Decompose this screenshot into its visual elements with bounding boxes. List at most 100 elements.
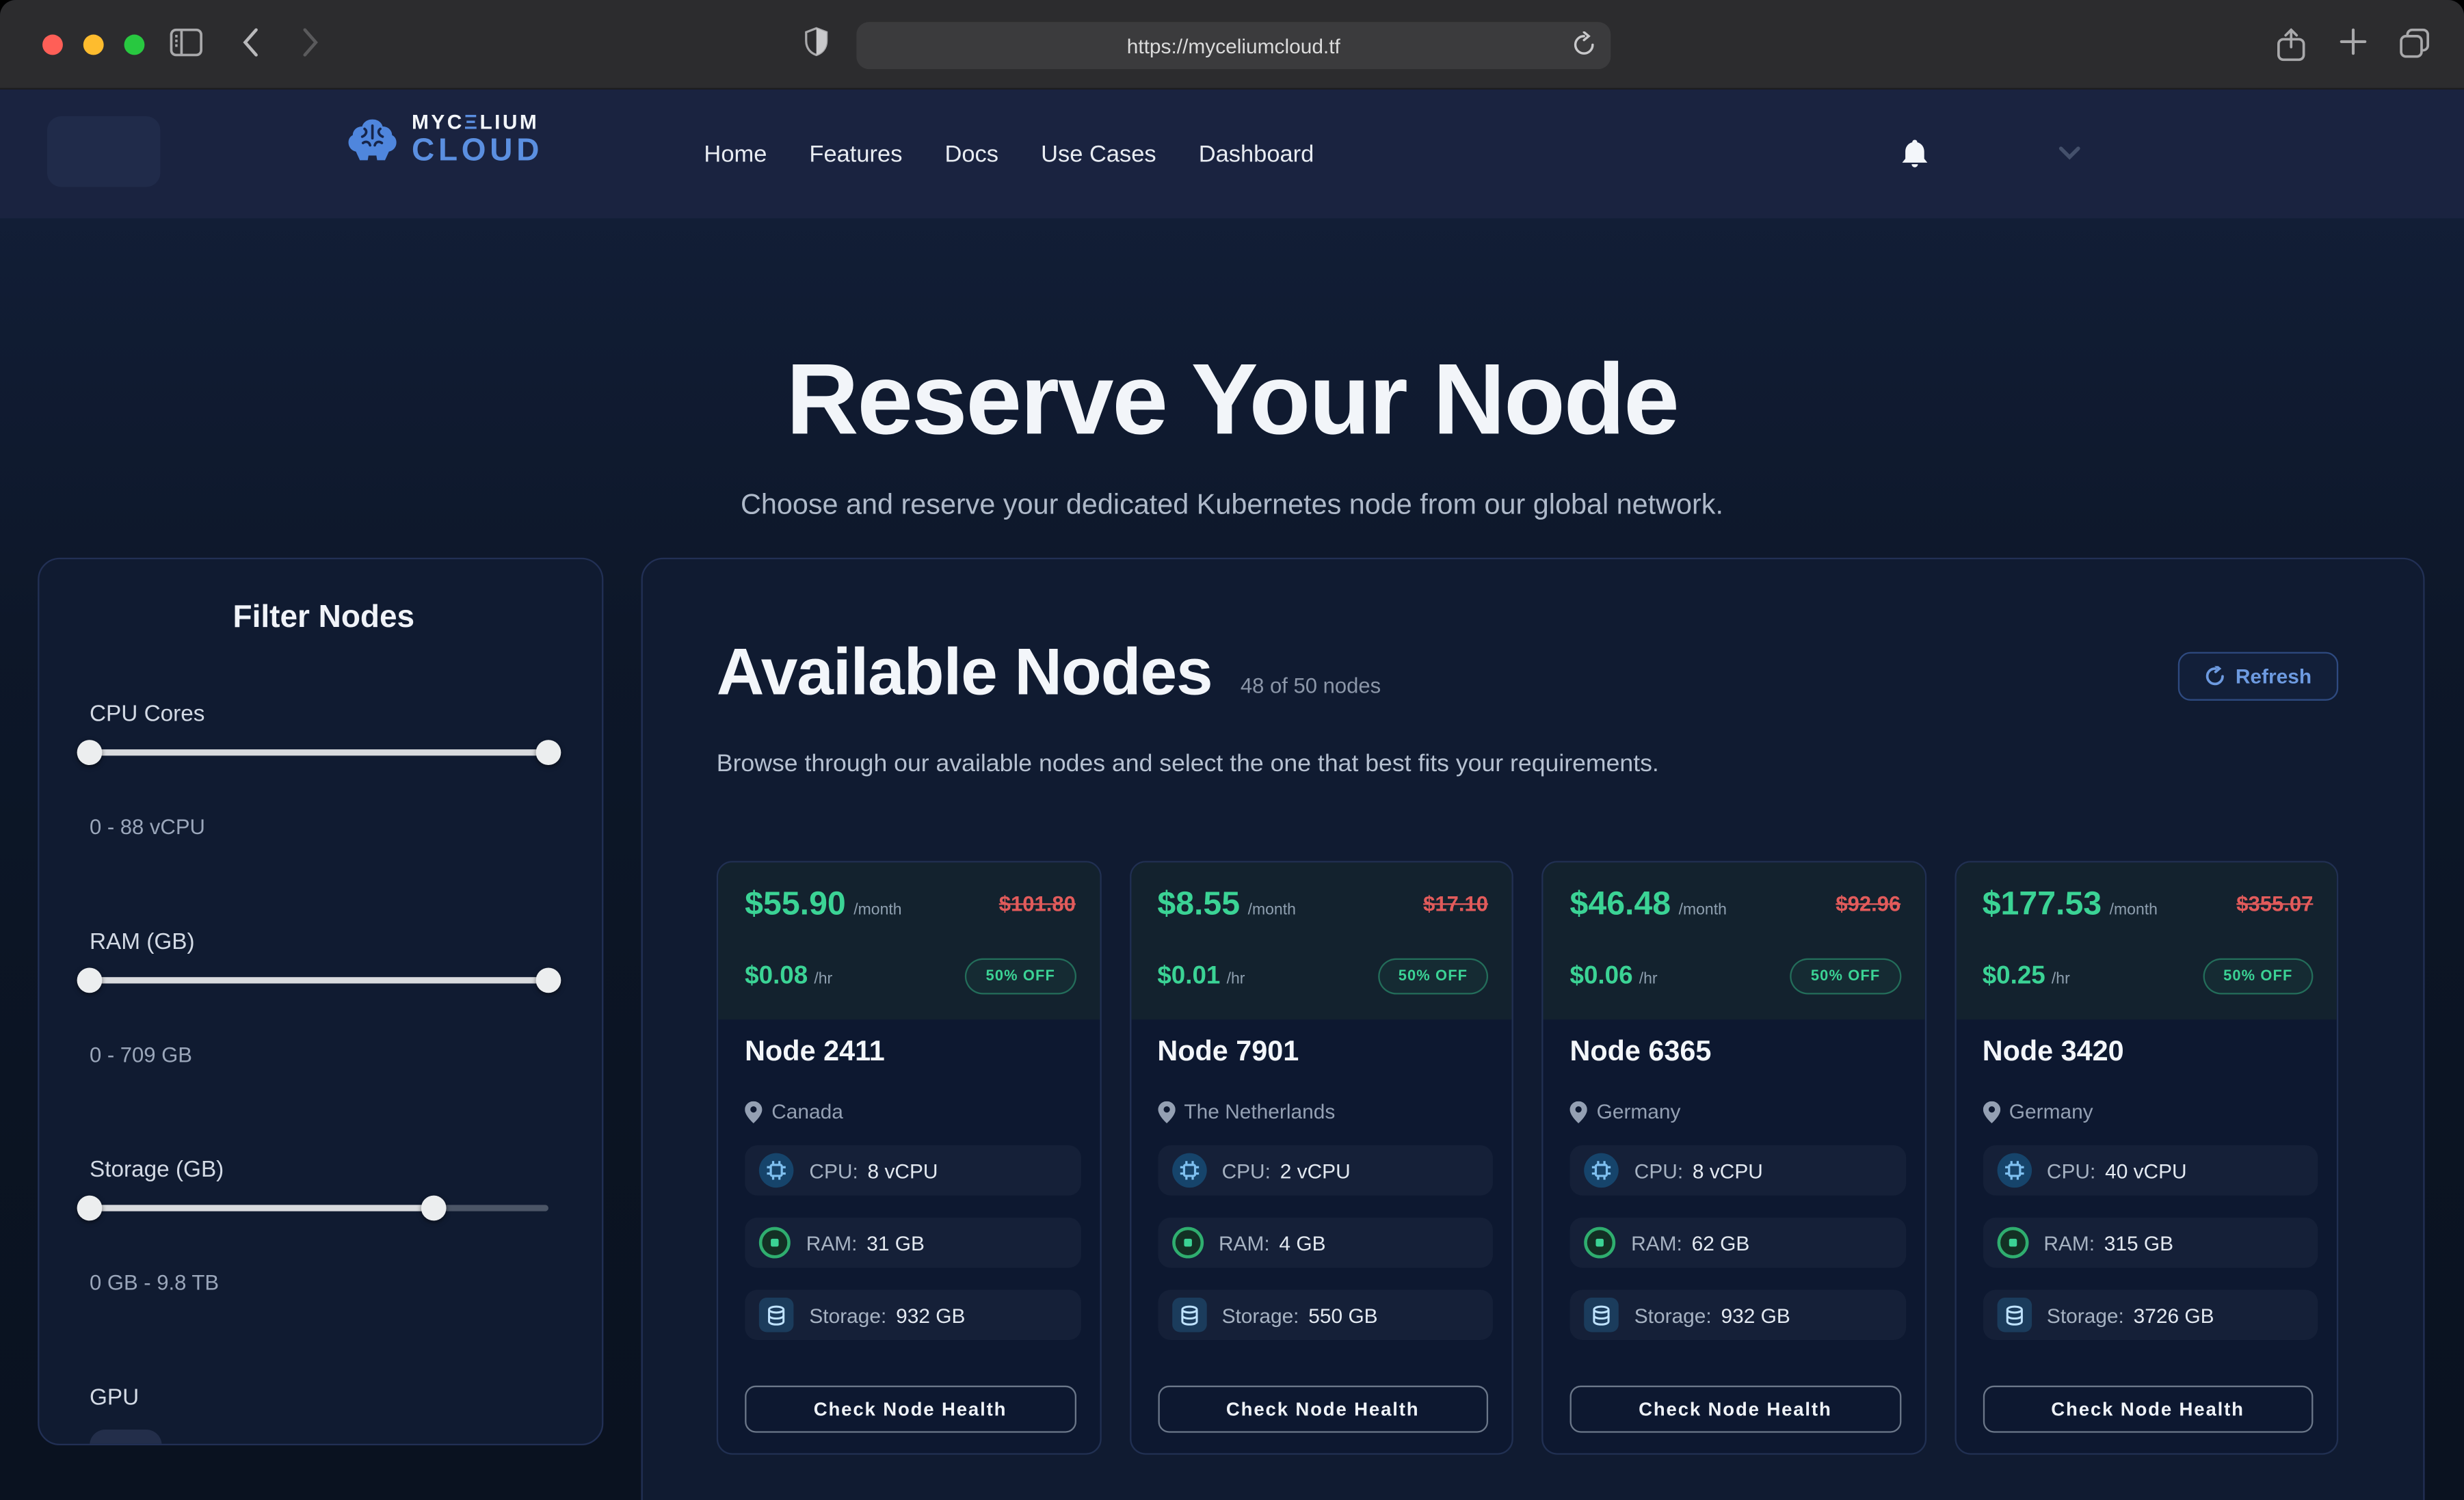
hourly-price: $0.01 [1157,963,1221,990]
node-card[interactable]: $46.48 /month $0.06 /hr $92.96 50% OFF N… [1541,861,1926,1455]
location-pin-icon [745,1100,763,1123]
node-location: Canada [745,1099,1081,1123]
browser-toolbar: https://myceliumcloud.tf [0,0,2464,90]
cpu-slider-min-handle[interactable] [77,740,103,766]
slider-track-fill [89,1205,434,1211]
ram-label: RAM (GB) [89,930,195,956]
address-bar-url: https://myceliumcloud.tf [1126,34,1340,57]
ram-icon [1996,1227,2028,1259]
nav-link-use-cases[interactable]: Use Cases [1041,140,1156,168]
available-nodes-header: Available Nodes 48 of 50 nodes Refresh [717,634,2339,710]
original-price: $101.80 [998,892,1076,916]
original-price: $355.07 [2236,892,2314,916]
cpu-cores-slider[interactable] [77,740,561,766]
node-card[interactable]: $55.90 /month $0.08 /hr $101.80 50% OFF … [716,861,1101,1455]
node-card[interactable]: $8.55 /month $0.01 /hr $17.10 50% OFF No… [1128,861,1513,1455]
close-window-button[interactable] [42,34,63,55]
ram-slider[interactable] [77,967,561,993]
storage-spec-row: Storage: 932 GB [745,1289,1081,1341]
account-chevron-down-icon[interactable] [2058,146,2080,161]
storage-spec-label: Storage: [1221,1303,1299,1327]
node-name: Node 7901 [1157,1035,1299,1067]
refresh-button[interactable]: Refresh [2177,651,2339,700]
per-hour-label: /hr [2051,971,2070,989]
node-location-label: Canada [771,1099,843,1123]
cpu-spec-label: CPU: [809,1158,858,1183]
refresh-icon [2204,665,2225,686]
node-card-pricing: $177.53 /month $0.25 /hr $355.07 50% OFF [1955,862,2337,1020]
sidebar-toggle-icon[interactable] [170,28,202,57]
cpu-range-value: 0 - 88 vCPU [89,815,205,840]
per-month-label: /month [853,901,902,920]
monthly-price: $8.55 [1157,885,1241,922]
minimize-window-button[interactable] [83,34,104,55]
ram-spec-value: 31 GB [866,1231,925,1255]
gpu-toggle[interactable] [89,1430,162,1444]
storage-icon [1996,1298,2031,1332]
storage-spec-label: Storage: [1634,1303,1712,1327]
storage-spec-label: Storage: [2046,1303,2124,1327]
discount-badge: 50% OFF [965,958,1076,995]
site-navbar: MYCΞLIUM CLOUD Home Features Docs Use Ca… [0,89,2464,219]
check-node-health-button[interactable]: Check Node Health [1157,1385,1489,1433]
node-card-body: Node 7901 The Netherlands [1130,1019,1511,1453]
node-location: The Netherlands [1157,1099,1493,1123]
per-month-label: /month [1678,901,1727,920]
notifications-bell-icon[interactable] [1901,139,1928,170]
storage-range-value: 0 GB - 9.8 TB [89,1270,220,1295]
node-card-body: Node 3420 Germany [1956,1019,2337,1453]
storage-slider-min-handle[interactable] [77,1195,103,1221]
original-price: $17.10 [1423,892,1489,916]
check-node-health-button[interactable]: Check Node Health [1569,1385,1901,1433]
nav-link-dashboard[interactable]: Dashboard [1198,140,1314,168]
nav-link-home[interactable]: Home [704,140,767,168]
refresh-label: Refresh [2235,663,2312,688]
node-card[interactable]: $177.53 /month $0.25 /hr $355.07 50% OFF… [1954,861,2339,1455]
slider-track-fill [89,749,548,756]
tab-overview-icon[interactable] [2400,28,2430,58]
storage-icon [1584,1298,1619,1332]
ram-spec-label: RAM: [1218,1231,1270,1255]
nav-link-docs[interactable]: Docs [944,140,999,168]
new-tab-icon[interactable] [2340,28,2367,55]
cpu-slider-max-handle[interactable] [535,740,561,766]
node-location: Germany [1982,1099,2318,1123]
ram-spec-label: RAM: [806,1231,858,1255]
nav-link-features[interactable]: Features [809,140,903,168]
ram-spec-value: 315 GB [2104,1231,2174,1255]
per-hour-label: /hr [1226,971,1245,989]
cpu-icon [1171,1153,1206,1188]
cpu-spec-value: 2 vCPU [1280,1158,1351,1183]
cpu-spec-label: CPU: [2046,1158,2096,1183]
forward-button-icon[interactable] [302,28,319,57]
ram-slider-min-handle[interactable] [77,967,103,993]
cpu-spec-label: CPU: [1634,1158,1684,1183]
check-node-health-button[interactable]: Check Node Health [745,1385,1076,1433]
navbar-placeholder-box [47,116,161,187]
reload-icon[interactable] [1572,31,1597,58]
back-button-icon[interactable] [242,28,259,57]
brand-logo[interactable]: MYCΞLIUM CLOUD [346,109,544,168]
ram-slider-max-handle[interactable] [535,967,561,993]
monthly-price: $46.48 [1569,885,1671,922]
storage-slider[interactable] [77,1195,548,1221]
check-node-health-button[interactable]: Check Node Health [1982,1385,2314,1433]
ram-icon [1584,1227,1616,1259]
ram-spec-label: RAM: [2043,1231,2095,1255]
zoom-window-button[interactable] [124,34,145,55]
share-icon[interactable] [2277,28,2305,62]
per-hour-label: /hr [1639,971,1658,989]
ram-spec-row: RAM: 62 GB [1569,1217,1906,1268]
address-bar[interactable]: https://myceliumcloud.tf [856,22,1611,70]
cpu-spec-row: CPU: 8 vCPU [745,1145,1081,1196]
ram-spec-value: 62 GB [1691,1231,1750,1255]
node-name: Node 2411 [745,1035,885,1067]
privacy-shield-icon[interactable] [804,27,828,57]
ram-spec-row: RAM: 31 GB [745,1217,1081,1268]
discount-badge: 50% OFF [1790,958,1901,995]
brand-wordmark: MYCΞLIUM CLOUD [412,109,544,168]
storage-slider-max-handle[interactable] [421,1195,447,1221]
node-card-body: Node 2411 Canada [718,1019,1099,1453]
monthly-price: $177.53 [1982,885,2102,922]
cpu-cores-label: CPU Cores [89,702,205,727]
